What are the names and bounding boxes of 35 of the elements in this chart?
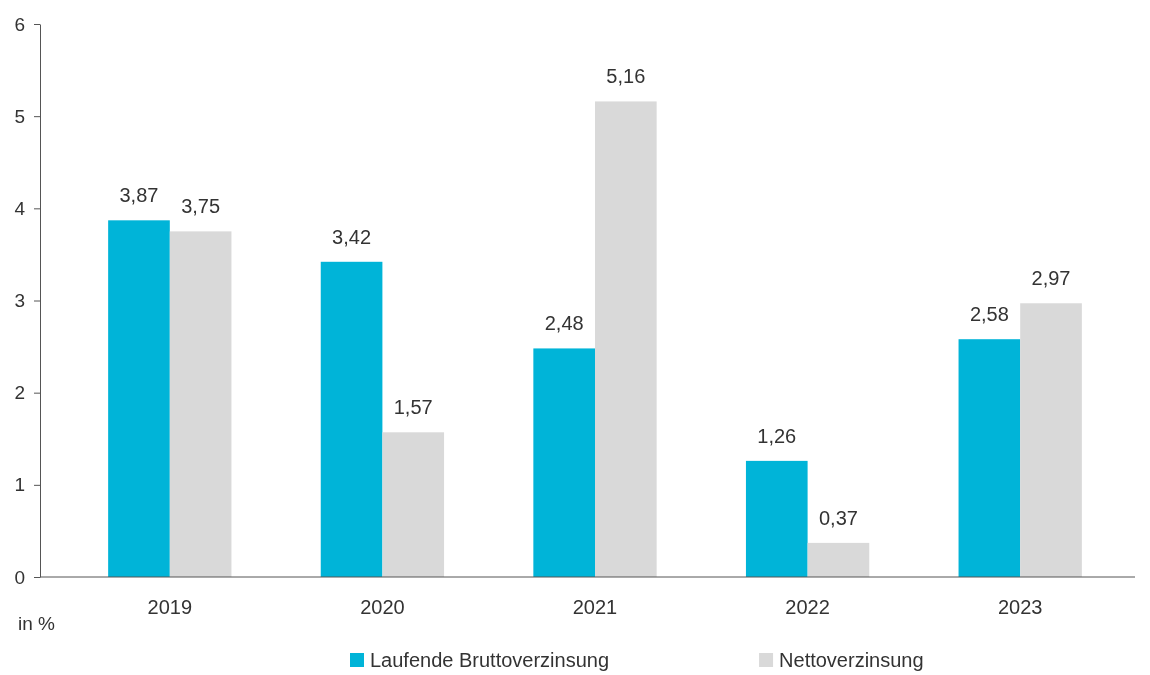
y-axis-title: in % bbox=[18, 613, 56, 634]
data-label: 0,37 bbox=[818, 506, 858, 529]
bar bbox=[108, 220, 170, 577]
bar bbox=[745, 460, 808, 577]
data-label: 3,42 bbox=[332, 225, 372, 248]
legend-label: Laufende Bruttoverzinsung bbox=[370, 649, 610, 671]
y-tick-label: 0 bbox=[14, 566, 25, 588]
bar bbox=[1020, 303, 1082, 577]
bar bbox=[320, 261, 383, 577]
x-tick-label: 2020 bbox=[360, 596, 405, 618]
legend-label: Nettoverzinsung bbox=[779, 649, 924, 671]
data-label: 1,57 bbox=[393, 396, 433, 419]
y-tick-label: 1 bbox=[14, 474, 25, 496]
bar bbox=[595, 101, 657, 577]
bar bbox=[169, 231, 232, 577]
data-label: 2,97 bbox=[1031, 267, 1071, 290]
y-tick-label: 5 bbox=[14, 105, 25, 127]
bar bbox=[533, 348, 595, 577]
y-tick-label: 6 bbox=[14, 13, 25, 35]
y-tick-label: 4 bbox=[14, 197, 26, 219]
bar bbox=[807, 542, 870, 577]
x-tick-label: 2023 bbox=[997, 596, 1043, 618]
x-tick-label: 2021 bbox=[572, 596, 618, 618]
data-label: 2,48 bbox=[544, 312, 584, 335]
x-tick-label: 2022 bbox=[785, 596, 830, 618]
bar bbox=[382, 432, 445, 577]
data-label: 3,87 bbox=[119, 184, 159, 207]
data-label: 1,26 bbox=[757, 424, 797, 447]
y-tick-label: 2 bbox=[14, 382, 25, 404]
data-label: 2,58 bbox=[969, 303, 1009, 326]
y-tick-label: 3 bbox=[14, 290, 25, 312]
bar bbox=[958, 339, 1021, 577]
x-tick-label: 2019 bbox=[147, 596, 193, 618]
data-label: 5,16 bbox=[606, 65, 646, 88]
data-label: 3,75 bbox=[181, 195, 221, 218]
